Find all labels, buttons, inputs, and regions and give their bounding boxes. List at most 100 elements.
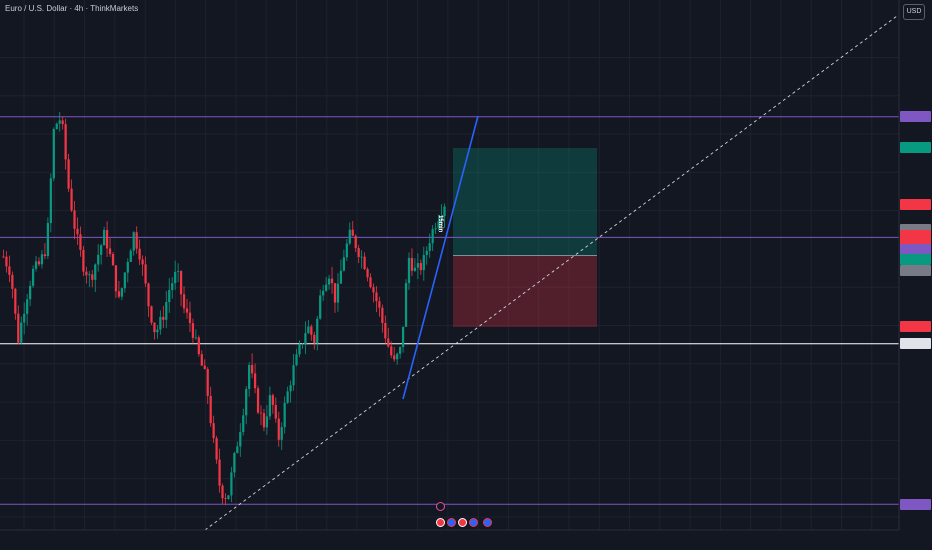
candle-body (85, 271, 88, 276)
candle-body (336, 283, 340, 303)
candle-body (52, 129, 55, 179)
candle-body (123, 272, 126, 289)
price-badge (900, 498, 931, 510)
candle-body (413, 267, 417, 271)
stop-loss-zone (453, 255, 597, 327)
candle-body (307, 326, 310, 334)
candle-body (301, 343, 304, 345)
candle-body (330, 278, 334, 284)
candle-body (250, 364, 254, 374)
price-badge (900, 111, 931, 123)
candle-body (357, 248, 360, 257)
candle-body (105, 229, 109, 249)
candle-body (256, 388, 260, 413)
candle-body (440, 216, 443, 222)
symbol-title[interactable]: Euro / U.S. Dollar · 4h · ThinkMarkets (5, 4, 139, 13)
candle-body (437, 221, 440, 229)
candle-body (49, 178, 52, 224)
candlestick-series (2, 112, 446, 506)
candle-body (73, 210, 76, 229)
candle-body (431, 229, 434, 244)
candle-body (188, 312, 192, 324)
candle-body (206, 369, 209, 396)
candle-body (280, 427, 283, 440)
candle-body (316, 318, 319, 344)
candle-body (111, 254, 115, 266)
flag-event-icon[interactable] (469, 518, 478, 527)
candle-body (345, 243, 348, 258)
candle-body (384, 323, 387, 339)
candle-body (233, 453, 236, 473)
candle-body (129, 250, 132, 262)
candle-body (265, 416, 269, 428)
price-badge (900, 224, 931, 236)
candle-body (20, 322, 23, 343)
candle-body (253, 373, 257, 389)
candle-body (227, 495, 230, 500)
flag-event-icon[interactable] (483, 518, 492, 527)
candle-body (64, 124, 67, 160)
candle-body (76, 228, 79, 235)
candle-body (375, 292, 378, 302)
candle-body (425, 250, 428, 256)
timeframe-label: 15min (437, 215, 443, 233)
candle-body (79, 234, 82, 250)
candle-body (37, 261, 41, 265)
candle-body (390, 346, 393, 356)
candle-body (322, 290, 325, 296)
candle-body (171, 283, 174, 291)
candle-body (94, 264, 97, 280)
candle-body (360, 256, 363, 258)
candle-body (17, 313, 20, 343)
price-badge (900, 142, 931, 154)
candle-body (369, 277, 372, 288)
candle-body (144, 264, 147, 284)
candle-body (34, 261, 38, 269)
candle-body (313, 334, 316, 344)
candle-body (191, 323, 195, 338)
candle-body (185, 308, 189, 313)
candle-body (348, 229, 351, 244)
candle-body (419, 263, 422, 271)
earnings-event-icon[interactable] (436, 518, 445, 527)
candle-body (342, 257, 346, 271)
candle-body (174, 271, 177, 284)
candle-body (245, 388, 248, 416)
currency-button[interactable]: USD (903, 4, 925, 20)
candle-body (165, 302, 168, 320)
price-badge (900, 264, 931, 276)
candle-body (23, 313, 26, 323)
candle-body (277, 418, 280, 440)
candle-body (443, 206, 446, 217)
candle-body (117, 291, 121, 297)
candle-body (259, 412, 263, 414)
price-badge (900, 321, 931, 333)
candle-body (416, 263, 420, 268)
candle-body (218, 459, 221, 486)
lightning-icon[interactable] (436, 502, 445, 511)
candle-body (8, 266, 11, 275)
candle-body (295, 354, 298, 366)
price-badge (900, 244, 931, 256)
flag-event-icon[interactable] (447, 518, 456, 527)
candle-body (55, 123, 58, 130)
earnings-event-icon[interactable] (458, 518, 467, 527)
candle-body (310, 326, 313, 335)
candle-body (422, 255, 425, 271)
candle-body (156, 329, 159, 333)
candle-body (194, 337, 198, 339)
candle-body (132, 232, 135, 251)
candle-body (401, 326, 405, 348)
candle-body (428, 243, 431, 251)
candle-body (292, 365, 295, 386)
candle-body (31, 268, 35, 286)
candle-body (26, 299, 29, 314)
price-badge (900, 237, 931, 249)
candle-body (298, 344, 301, 355)
candle-body (289, 385, 292, 392)
candle-body (283, 402, 286, 428)
candle-body (100, 245, 103, 255)
candle-body (286, 391, 289, 403)
candle-body (410, 257, 414, 271)
